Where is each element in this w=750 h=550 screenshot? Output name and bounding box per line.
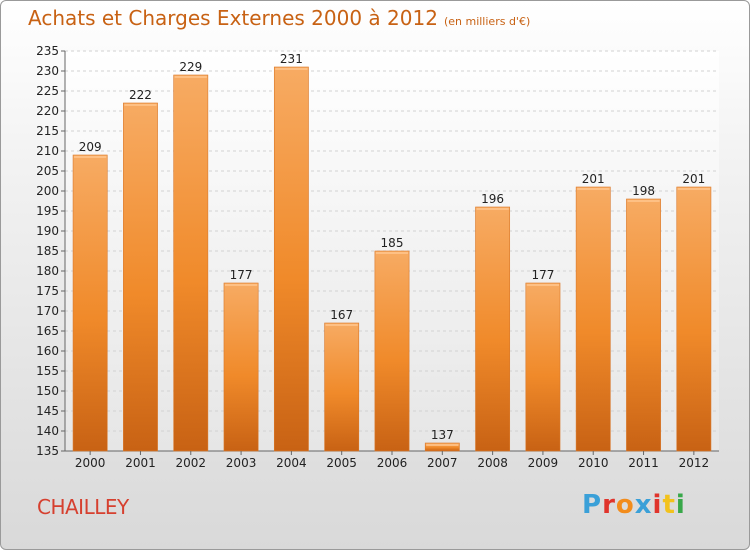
x-tick-label: 2004: [276, 456, 307, 470]
y-tick-label: 185: [36, 244, 59, 258]
y-tick-label: 150: [36, 384, 59, 398]
bar: [626, 198, 661, 452]
bar-highlight: [74, 156, 107, 158]
y-tick-label: 225: [36, 84, 59, 98]
bar-highlight: [476, 208, 509, 210]
logo-letter: t: [662, 490, 676, 520]
data-label: 209: [79, 140, 102, 154]
bar: [525, 282, 561, 452]
x-tick-label: 2008: [477, 456, 508, 470]
bar-highlight: [174, 76, 207, 78]
bar-highlight: [577, 188, 610, 190]
bar: [123, 102, 158, 452]
data-label: 231: [280, 52, 303, 66]
bar: [173, 74, 209, 452]
data-label: 177: [230, 268, 253, 282]
bar-highlight: [526, 284, 560, 286]
bar: [324, 322, 360, 452]
data-label: 229: [179, 60, 202, 74]
bar: [676, 186, 712, 452]
y-tick-label: 195: [36, 204, 59, 218]
y-tick-label: 175: [36, 284, 59, 298]
x-tick-label: 2009: [528, 456, 559, 470]
x-tick-label: 2005: [326, 456, 357, 470]
chart-unit: (en milliers d'€): [443, 15, 531, 28]
bar-highlight: [275, 68, 308, 70]
y-tick-label: 140: [36, 424, 59, 438]
logo-letter: r: [602, 490, 616, 520]
bar-highlight: [224, 284, 258, 286]
x-tick-label: 2011: [628, 456, 659, 470]
y-tick-label: 220: [36, 104, 59, 118]
x-tick-label: 2001: [125, 456, 156, 470]
x-tick-label: 2000: [75, 456, 106, 470]
bar-highlight: [426, 444, 459, 446]
commune-name: CHAILLEY: [37, 495, 129, 519]
y-tick-label: 145: [36, 404, 59, 418]
x-tick-label: 2002: [175, 456, 206, 470]
logo-letter: i: [652, 490, 663, 520]
bar: [72, 154, 108, 452]
x-tick-label: 2007: [427, 456, 458, 470]
data-label: 222: [129, 88, 152, 102]
logo-letter: o: [615, 490, 635, 520]
bar: [575, 186, 611, 452]
data-label: 137: [431, 428, 454, 442]
y-tick-label: 165: [36, 324, 59, 338]
y-tick-label: 180: [36, 264, 59, 278]
bar-highlight: [627, 200, 660, 202]
y-tick-label: 190: [36, 224, 59, 238]
data-label: 201: [682, 172, 705, 186]
y-tick-label: 200: [36, 184, 59, 198]
x-tick-label: 2006: [377, 456, 408, 470]
bar: [273, 66, 309, 452]
y-tick-label: 170: [36, 304, 59, 318]
logo-letter: i: [675, 490, 686, 520]
x-tick-label: 2012: [679, 456, 710, 470]
data-label: 177: [531, 268, 554, 282]
y-tick-label: 160: [36, 344, 59, 358]
y-tick-label: 155: [36, 364, 59, 378]
data-label: 198: [632, 184, 655, 198]
bar-highlight: [375, 252, 409, 254]
chart-title-text: Achats et Charges Externes 2000 à 2012: [28, 6, 438, 30]
y-tick-label: 230: [36, 64, 59, 78]
proxiti-logo: Proxiti: [582, 490, 686, 520]
bar-highlight: [124, 104, 157, 106]
data-label: 201: [582, 172, 605, 186]
y-tick-label: 235: [36, 44, 59, 58]
bar: [475, 206, 511, 452]
logo-letter: x: [634, 490, 653, 520]
y-tick-label: 135: [36, 444, 59, 458]
data-label: 196: [481, 192, 504, 206]
bar-highlight: [677, 188, 710, 190]
x-tick-label: 2010: [578, 456, 609, 470]
y-tick-label: 210: [36, 144, 59, 158]
data-label: 185: [381, 236, 404, 250]
bar-highlight: [325, 324, 358, 326]
data-label: 167: [330, 308, 353, 322]
logo-letter: P: [582, 490, 603, 520]
y-tick-label: 205: [36, 164, 59, 178]
y-tick-label: 215: [36, 124, 59, 138]
x-tick-label: 2003: [226, 456, 257, 470]
bar: [223, 282, 259, 452]
bar: [374, 250, 410, 452]
chart-title: Achats et Charges Externes 2000 à 2012 (e…: [28, 6, 530, 30]
